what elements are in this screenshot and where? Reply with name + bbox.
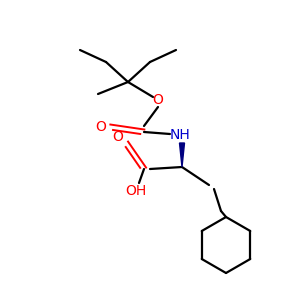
Text: OH: OH [125,184,147,198]
Text: O: O [96,120,106,134]
Text: NH: NH [169,128,190,142]
Polygon shape [179,143,184,167]
Text: O: O [112,130,123,144]
Text: O: O [153,93,164,107]
